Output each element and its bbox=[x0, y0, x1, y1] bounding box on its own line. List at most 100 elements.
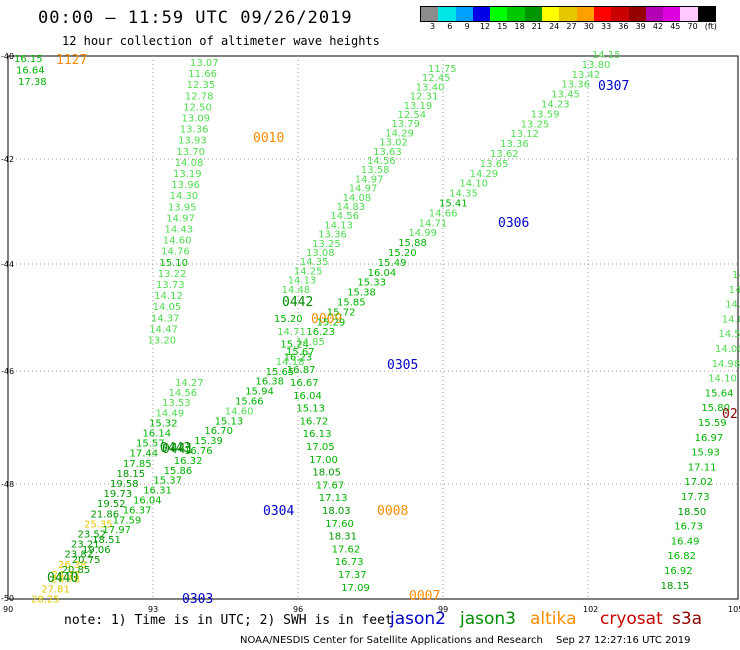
color-swatch bbox=[593, 7, 612, 21]
lat-label: -40 bbox=[1, 52, 14, 61]
swh-value: 19.73 bbox=[104, 489, 133, 500]
swh-value: 15.94 bbox=[245, 387, 274, 398]
swh-value: 16.32 bbox=[174, 456, 203, 467]
lon-label: 93 bbox=[148, 605, 158, 614]
swh-value: 14.18 bbox=[276, 357, 305, 368]
swh-value: 15.59 bbox=[698, 418, 727, 429]
swh-value: 13.80 bbox=[582, 60, 611, 71]
swh-value: 11.75 bbox=[428, 64, 457, 75]
swh-value: 23.21 bbox=[71, 540, 100, 551]
color-scale-tick: 27 bbox=[566, 22, 577, 31]
color-scale-tick: 12 bbox=[479, 22, 491, 31]
color-scale-tick: 21 bbox=[531, 22, 542, 31]
swh-value: 14.15 bbox=[592, 50, 621, 61]
pass-time-label: 0303 bbox=[182, 592, 213, 607]
swh-value: 14.13 bbox=[288, 276, 317, 287]
swh-value: 14.06 bbox=[715, 344, 740, 355]
swh-value: 15.20 bbox=[388, 248, 417, 259]
color-swatch bbox=[663, 7, 681, 21]
swh-value: 23.52 bbox=[78, 530, 107, 541]
pass-time-label: 0307 bbox=[598, 79, 629, 94]
color-scale-tick: 18 bbox=[514, 22, 525, 31]
color-swatch bbox=[524, 7, 543, 21]
credit-line: NOAA/NESDIS Center for Satellite Applica… bbox=[240, 635, 691, 646]
pass-time-label: 0008 bbox=[377, 504, 408, 519]
axis-labels: -40 -42 -44 -46 -48 -50 90 93 96 99 102 105 bbox=[1, 52, 740, 614]
swh-value: 14.35 bbox=[300, 257, 329, 268]
swh-value: 15.80 bbox=[701, 403, 730, 414]
color-scale-unit: (ft) bbox=[704, 22, 717, 31]
swh-value: 17.59 bbox=[113, 515, 142, 526]
map-frame bbox=[7, 55, 739, 600]
swh-value: 15.20 bbox=[274, 314, 303, 325]
color-scale-tick: 3 bbox=[430, 22, 436, 31]
swh-value: 15.39 bbox=[194, 436, 223, 447]
swh-value: 14.08 bbox=[175, 158, 204, 169]
color-swatch bbox=[628, 7, 646, 21]
satellite-legend-s3a: s3a bbox=[672, 609, 703, 629]
swh-value: 13.19 bbox=[173, 169, 202, 180]
swh-value: 18.15 bbox=[117, 469, 146, 480]
swh-value: 13.70 bbox=[176, 147, 205, 158]
swh-value: 13.59 bbox=[531, 109, 560, 120]
swh-value: 14.56 bbox=[330, 211, 359, 222]
swh-value: 13.02 bbox=[379, 138, 408, 149]
swh-value: 15.33 bbox=[357, 278, 386, 289]
swh-value: 14.99 bbox=[408, 228, 437, 239]
timestamp-text: Sep 27 12:27:16 UTC 2019 bbox=[556, 635, 691, 646]
swh-value: 15.29 bbox=[317, 317, 346, 328]
color-scale-tick: 30 bbox=[583, 22, 594, 31]
swh-value: 16.73 bbox=[674, 522, 703, 533]
swh-value: 19.52 bbox=[97, 499, 126, 510]
credit-text: NOAA/NESDIS Center for Satellite Applica… bbox=[240, 635, 543, 646]
swh-value: 14.29 bbox=[470, 169, 499, 180]
swh-value: 24.78 bbox=[51, 575, 80, 586]
swh-value: 14.76 bbox=[161, 247, 190, 258]
swh-value: 14.97 bbox=[349, 184, 378, 195]
swh-value: 14.97 bbox=[355, 174, 384, 185]
swh-value: 18.15 bbox=[661, 581, 690, 592]
pass-time-label: 0442 bbox=[282, 295, 313, 310]
satellite-legend-jason3: jason3 bbox=[460, 609, 516, 629]
color-scale-bar bbox=[420, 6, 717, 22]
lon-label: 99 bbox=[438, 605, 448, 614]
swh-value: 18.51 bbox=[92, 535, 121, 546]
swh-value: 16.72 bbox=[300, 416, 329, 427]
swh-value: 13.19 bbox=[404, 101, 433, 112]
swh-value: 17.73 bbox=[681, 492, 710, 503]
swh-value: 16.15 bbox=[14, 54, 43, 65]
pass-time-label: 02 bbox=[722, 407, 738, 422]
swh-value: 14.56 bbox=[169, 388, 198, 399]
color-swatch bbox=[680, 7, 698, 21]
swh-value: 26.38 bbox=[58, 560, 87, 571]
swh-value: 13.62 bbox=[490, 149, 519, 160]
chart-title: 00:00 – 11:59 UTC 09/26/2019 bbox=[38, 8, 353, 28]
swh-value: 13.53 bbox=[162, 398, 191, 409]
swh-value: 16.67 bbox=[290, 378, 319, 389]
swh-value: 15.93 bbox=[691, 448, 720, 459]
swh-value: 13.40 bbox=[416, 82, 445, 93]
pass-time-label: 0306 bbox=[498, 216, 529, 231]
color-scale-tick: 33 bbox=[601, 22, 612, 31]
swh-value: 12.45 bbox=[422, 73, 451, 84]
swh-value: 15.85 bbox=[337, 298, 366, 309]
swh-value: 12.50 bbox=[183, 102, 212, 113]
note-text: note: 1) Time is in UTC; 2) SWH is in fe… bbox=[64, 613, 393, 628]
swh-value: 19.58 bbox=[110, 479, 139, 490]
swh-value: 16.49 bbox=[671, 536, 700, 547]
swh-value: 13.09 bbox=[182, 114, 211, 125]
swh-value: 15.13 bbox=[296, 404, 325, 415]
swh-value: 13.36 bbox=[318, 230, 347, 241]
swh-value: 14.49 bbox=[156, 408, 185, 419]
swh-value: 24.77 bbox=[52, 570, 81, 581]
swh-value: 15.38 bbox=[347, 288, 376, 299]
swh-value: 13.93 bbox=[178, 136, 207, 147]
pass-time-label: 0010 bbox=[253, 131, 284, 146]
swh-value: 12.78 bbox=[185, 91, 214, 102]
lon-label: 105 bbox=[728, 605, 740, 614]
swh-value: 14.06 bbox=[722, 314, 740, 325]
swh-value: 13.73 bbox=[156, 280, 185, 291]
swh-value: 14.12 bbox=[154, 291, 183, 302]
swh-value: 13.08 bbox=[306, 248, 335, 259]
